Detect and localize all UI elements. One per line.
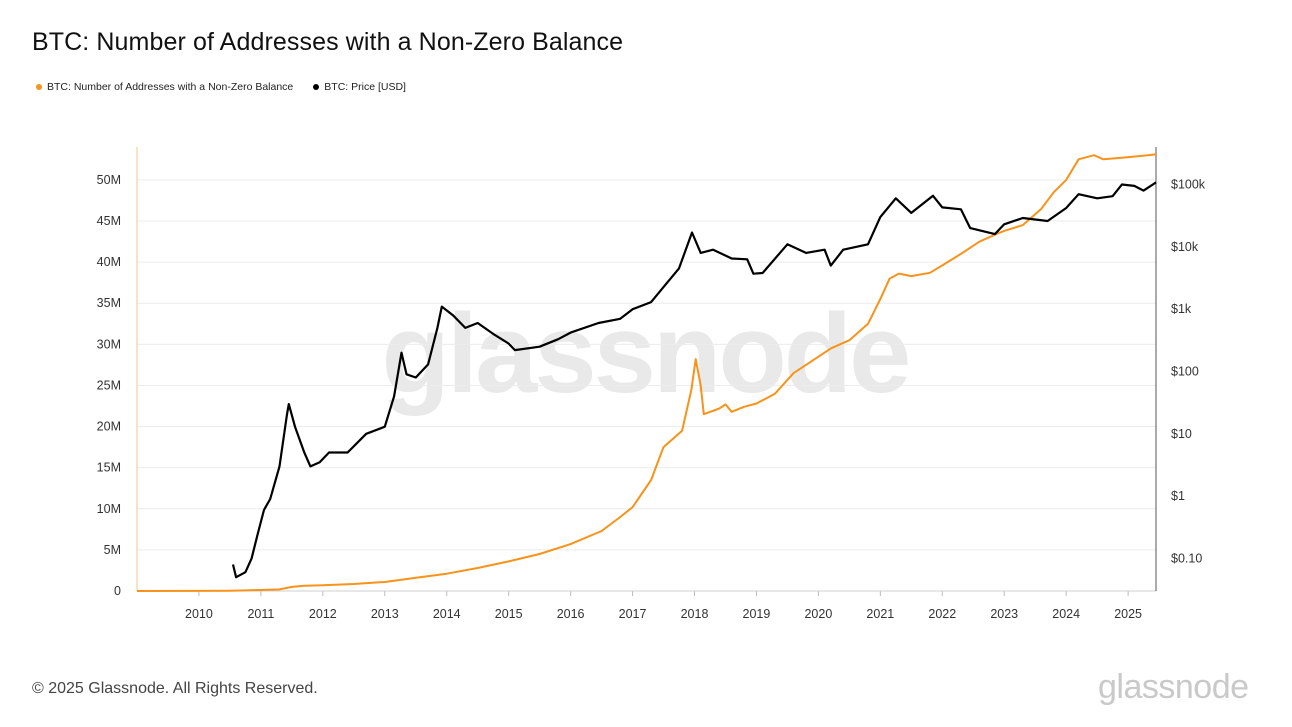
legend-dot-addresses: [36, 84, 42, 90]
watermark: glassnode: [382, 291, 909, 416]
y-left-tick-label: 15M: [97, 461, 121, 475]
x-tick-label: 2010: [185, 607, 213, 621]
legend-label-addresses: BTC: Number of Addresses with a Non-Zero…: [47, 81, 294, 93]
x-tick-label: 2019: [743, 607, 771, 621]
legend-item-price[interactable]: BTC: Price [USD]: [313, 81, 406, 93]
series-line-addresses: [136, 153, 1157, 592]
x-tick-label: 2014: [433, 607, 461, 621]
y-left-tick-label: 45M: [97, 214, 121, 228]
chart-title: BTC: Number of Addresses with a Non-Zero…: [32, 28, 624, 56]
y-right-tick-label: $10: [1171, 427, 1192, 441]
y-right-tick-label: $0.10: [1171, 551, 1202, 565]
y-right-tick-label: $1: [1171, 489, 1185, 503]
x-tick-label: 2018: [681, 607, 709, 621]
y-left-tick-label: 0: [114, 584, 121, 598]
x-tick-label: 2020: [804, 607, 832, 621]
x-tick-label: 2012: [309, 607, 337, 621]
x-tick-label: 2024: [1052, 607, 1080, 621]
x-tick-label: 2022: [928, 607, 956, 621]
series-line-price: [231, 181, 1157, 579]
axes: 0 5M 10M 15M 20M 25M 30M 35M 40M 45M 50M $0.10 $1 $10…: [97, 147, 1206, 621]
x-tick-label: 2011: [247, 607, 274, 621]
y-left-tick-label: 50M: [97, 173, 121, 187]
x-tick-label: 2023: [990, 607, 1018, 621]
x-tick-label: 2013: [371, 607, 399, 621]
footer-brand-logo[interactable]: glassnode: [1098, 668, 1249, 706]
y-right-tick-label: $100: [1171, 364, 1199, 378]
y-left-tick-label: 10M: [97, 502, 121, 516]
y-left-tick-label: 40M: [97, 255, 121, 269]
y-left-tick-label: 30M: [97, 337, 121, 351]
y-left-tick-label: 35M: [97, 296, 121, 310]
legend-label-price: BTC: Price [USD]: [324, 81, 406, 93]
series-group: [136, 153, 1157, 592]
legend: BTC: Number of Addresses with a Non-Zero…: [36, 81, 406, 93]
y-left-tick-label: 20M: [97, 420, 121, 434]
y-right-tick-label: $100k: [1171, 178, 1206, 192]
legend-dot-price: [313, 84, 320, 90]
footer-copyright: © 2025 Glassnode. All Rights Reserved.: [32, 680, 318, 697]
x-tick-label: 2016: [557, 607, 585, 621]
x-tick-label: 2015: [495, 607, 523, 621]
x-tick-label: 2017: [619, 607, 647, 621]
y-left-tick-label: 25M: [97, 378, 121, 392]
x-tick-label: 2025: [1114, 607, 1142, 621]
y-right-tick-label: $10k: [1171, 240, 1199, 254]
y-right-tick-label: $1k: [1171, 302, 1192, 316]
x-tick-label: 2021: [866, 607, 894, 621]
y-left-tick-label: 5M: [104, 543, 121, 557]
legend-item-addresses[interactable]: BTC: Number of Addresses with a Non-Zero…: [36, 81, 293, 93]
